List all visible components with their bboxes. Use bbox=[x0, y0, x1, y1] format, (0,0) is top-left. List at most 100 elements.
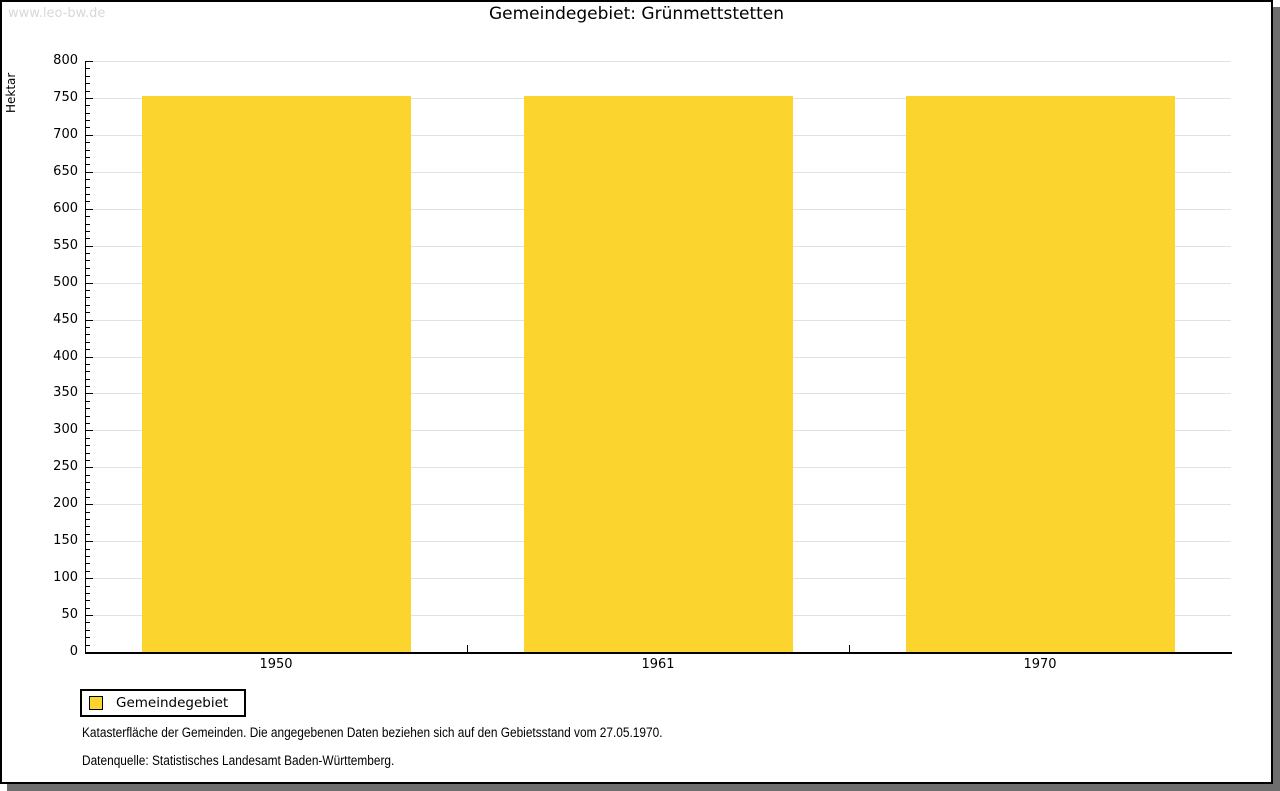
legend: Gemeindegebiet bbox=[80, 689, 247, 717]
y-minor-tick bbox=[86, 179, 90, 180]
y-minor-tick bbox=[86, 408, 90, 409]
y-minor-tick bbox=[86, 83, 90, 84]
y-minor-tick bbox=[86, 438, 90, 439]
chart-title: Gemeindegebiet: Grünmettstetten bbox=[488, 4, 785, 24]
x-tick-label-1950: 1950 bbox=[259, 657, 293, 672]
y-minor-tick bbox=[86, 305, 90, 306]
y-tick-label-800: 800 bbox=[53, 53, 78, 68]
y-minor-tick bbox=[86, 105, 90, 106]
y-tick-label-0: 0 bbox=[69, 644, 78, 659]
chart-area: 0 50 100 150 200 250 300 350 400 450 500 550 600 650 7… bbox=[2, 2, 1271, 782]
y-minor-tick bbox=[86, 586, 90, 587]
y-major-tick bbox=[86, 135, 93, 136]
bar-1970 bbox=[906, 96, 1175, 652]
y-major-tick bbox=[86, 467, 93, 468]
y-minor-tick bbox=[86, 342, 90, 343]
y-tick-label-50: 50 bbox=[61, 607, 78, 622]
y-tick-label-650: 650 bbox=[53, 164, 78, 179]
x-boundary-tick bbox=[849, 645, 850, 652]
y-minor-tick bbox=[86, 327, 90, 328]
x-tick-label-1970: 1970 bbox=[1023, 657, 1057, 672]
y-minor-tick bbox=[86, 253, 90, 254]
y-minor-tick bbox=[86, 379, 90, 380]
y-tick-label-350: 350 bbox=[53, 385, 78, 400]
y-major-tick bbox=[86, 504, 93, 505]
y-minor-tick bbox=[86, 571, 90, 572]
gridline-800 bbox=[86, 61, 1231, 62]
y-minor-tick bbox=[86, 113, 90, 114]
y-minor-tick bbox=[86, 194, 90, 195]
y-minor-tick bbox=[86, 297, 90, 298]
y-tick-label-100: 100 bbox=[53, 570, 78, 585]
y-tick-label-450: 450 bbox=[53, 312, 78, 327]
y-minor-tick bbox=[86, 120, 90, 121]
y-minor-tick bbox=[86, 334, 90, 335]
y-minor-tick bbox=[86, 142, 90, 143]
y-minor-tick bbox=[86, 238, 90, 239]
y-minor-tick bbox=[86, 157, 90, 158]
y-minor-tick bbox=[86, 460, 90, 461]
y-minor-tick bbox=[86, 275, 90, 276]
y-minor-tick bbox=[86, 563, 90, 564]
y-minor-tick bbox=[86, 593, 90, 594]
y-major-tick bbox=[86, 357, 93, 358]
y-tick-label-400: 400 bbox=[53, 349, 78, 364]
footnote-source-note: Katasterfläche der Gemeinden. Die angege… bbox=[82, 725, 663, 740]
footnote-data-source: Datenquelle: Statistisches Landesamt Bad… bbox=[82, 753, 395, 768]
y-tick-label-550: 550 bbox=[53, 238, 78, 253]
y-minor-tick bbox=[86, 91, 90, 92]
y-minor-tick bbox=[86, 231, 90, 232]
y-major-tick bbox=[86, 172, 93, 173]
x-boundary-tick bbox=[467, 645, 468, 652]
y-minor-tick bbox=[86, 645, 90, 646]
y-major-tick bbox=[86, 246, 93, 247]
y-tick-label-600: 600 bbox=[53, 201, 78, 216]
y-minor-tick bbox=[86, 630, 90, 631]
y-minor-tick bbox=[86, 475, 90, 476]
y-minor-tick bbox=[86, 312, 90, 313]
y-minor-tick bbox=[86, 453, 90, 454]
y-major-tick bbox=[86, 283, 93, 284]
y-minor-tick bbox=[86, 364, 90, 365]
y-minor-tick bbox=[86, 386, 90, 387]
y-minor-tick bbox=[86, 423, 90, 424]
legend-label: Gemeindegebiet bbox=[116, 695, 229, 711]
y-minor-tick bbox=[86, 549, 90, 550]
y-minor-tick bbox=[86, 534, 90, 535]
y-minor-tick bbox=[86, 497, 90, 498]
y-tick-label-250: 250 bbox=[53, 459, 78, 474]
y-minor-tick bbox=[86, 600, 90, 601]
y-tick-label-300: 300 bbox=[53, 422, 78, 437]
plot-area bbox=[85, 61, 1232, 654]
y-major-tick bbox=[86, 209, 93, 210]
y-major-tick bbox=[86, 61, 93, 62]
y-minor-tick bbox=[86, 224, 90, 225]
bar-1950 bbox=[142, 96, 411, 652]
y-minor-tick bbox=[86, 260, 90, 261]
watermark-url: www.leo-bw.de bbox=[8, 6, 106, 21]
x-tick-label-1961: 1961 bbox=[641, 657, 675, 672]
y-minor-tick bbox=[86, 201, 90, 202]
y-minor-tick bbox=[86, 290, 90, 291]
y-major-tick bbox=[86, 98, 93, 99]
y-minor-tick bbox=[86, 349, 90, 350]
y-minor-tick bbox=[86, 637, 90, 638]
y-minor-tick bbox=[86, 76, 90, 77]
y-minor-tick bbox=[86, 556, 90, 557]
y-minor-tick bbox=[86, 622, 90, 623]
y-tick-label-700: 700 bbox=[53, 127, 78, 142]
y-minor-tick bbox=[86, 519, 90, 520]
y-tick-label-500: 500 bbox=[53, 275, 78, 290]
y-minor-tick bbox=[86, 416, 90, 417]
y-minor-tick bbox=[86, 164, 90, 165]
y-major-tick bbox=[86, 652, 93, 653]
y-major-tick bbox=[86, 393, 93, 394]
y-minor-tick bbox=[86, 127, 90, 128]
y-major-tick bbox=[86, 541, 93, 542]
y-minor-tick bbox=[86, 68, 90, 69]
y-minor-tick bbox=[86, 526, 90, 527]
y-minor-tick bbox=[86, 445, 90, 446]
y-minor-tick bbox=[86, 512, 90, 513]
y-minor-tick bbox=[86, 401, 90, 402]
